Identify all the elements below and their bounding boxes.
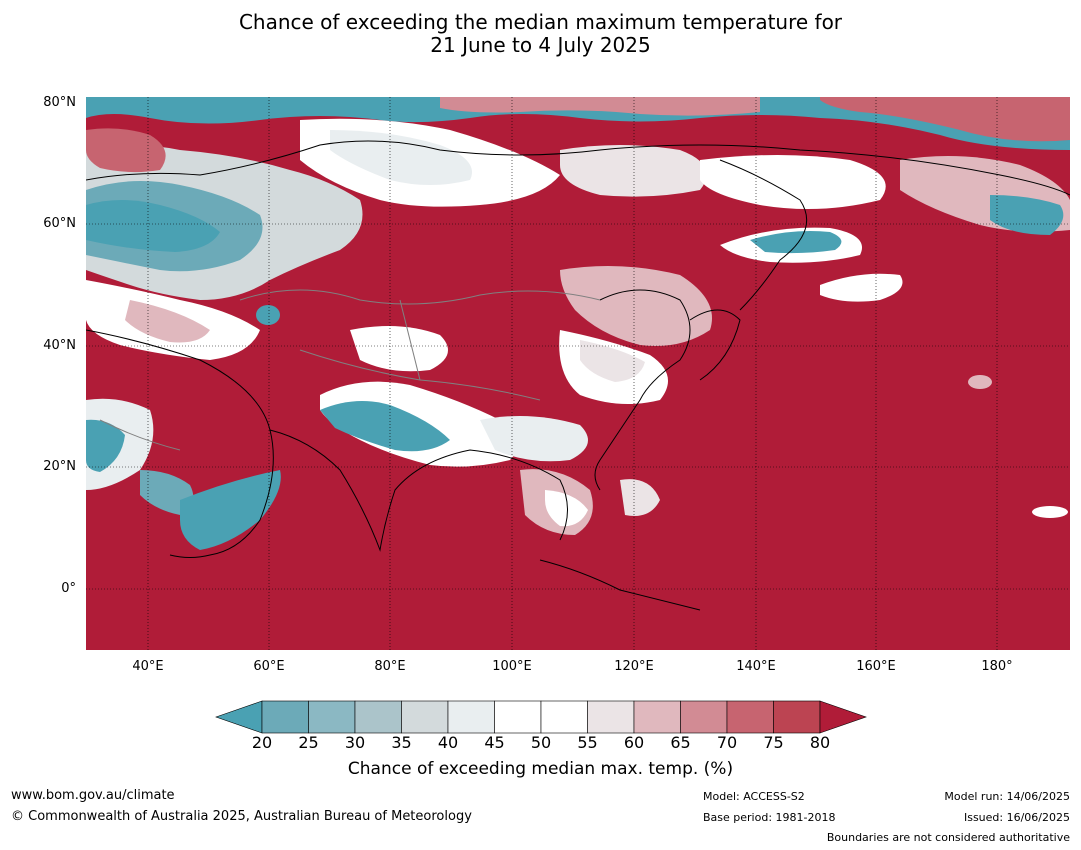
colorbar-cell — [447, 700, 495, 734]
colorbar-tick-label: 45 — [484, 733, 505, 752]
colorbar-tick-label: 20 — [251, 733, 273, 752]
colorbar-tick-label: 40 — [437, 733, 459, 752]
coastlines — [86, 140, 1070, 611]
colorbar-cell — [633, 700, 681, 734]
lon-label-100e: 100°E — [492, 659, 532, 674]
colorbar-title: Chance of exceeding median max. temp. (%… — [347, 759, 734, 779]
colorbar-cell — [261, 700, 309, 734]
colorbar-tick-label: 65 — [670, 733, 691, 752]
map-field — [86, 97, 1070, 650]
colorbar-tick-label: 80 — [809, 733, 831, 752]
lat-label-80n: 80°N — [43, 95, 76, 110]
map-title-line2: 21 June to 4 July 2025 — [430, 33, 651, 57]
model-name: Model: ACCESS-S2 — [703, 790, 805, 803]
okhotsk-low — [750, 231, 842, 254]
colorbar-tick-label: 70 — [716, 733, 738, 752]
colorbar-tick-label: 60 — [623, 733, 645, 752]
issued-date: Issued: 16/06/2025 — [963, 811, 1070, 824]
lon-label-40e: 40°E — [132, 659, 164, 674]
lon-label-120e: 120°E — [614, 659, 654, 674]
colorbar-low-extend — [215, 700, 263, 734]
colorbar-tick-label: 25 — [298, 733, 319, 752]
colorbar-tick-label: 55 — [577, 733, 598, 752]
lat-label-40n: 40°N — [43, 338, 76, 353]
boundary-disclaimer: Boundaries are not considered authoritat… — [826, 831, 1070, 844]
colorbar-cell — [401, 700, 449, 734]
borders — [99, 289, 601, 451]
colorbar-cell — [540, 700, 588, 734]
colorbar-cell — [773, 700, 821, 734]
lon-label-80e: 80°E — [374, 659, 406, 674]
lat-label-0: 0° — [61, 581, 76, 596]
colorbar-cell — [308, 700, 356, 734]
arctic-low-band — [86, 97, 1070, 150]
lon-label-160e: 160°E — [856, 659, 896, 674]
colorbar-tick-label: 75 — [763, 733, 784, 752]
graticule — [86, 97, 1070, 650]
colorbar-high-extend — [819, 700, 867, 734]
colorbar-cell — [494, 700, 542, 734]
colorbar-cell — [587, 700, 635, 734]
colorbar-tick-label: 30 — [344, 733, 366, 752]
colorbar-cell — [354, 700, 402, 734]
lon-label-180: 180° — [981, 659, 1013, 674]
lon-label-140e: 140°E — [736, 659, 776, 674]
arabian-sea-low — [180, 470, 281, 550]
model-run-date: Model run: 14/06/2025 — [944, 790, 1070, 803]
himalaya-low — [320, 401, 450, 452]
colorbar-cell — [726, 700, 774, 734]
colorbar — [215, 700, 867, 734]
map-title-line1: Chance of exceeding the median maximum t… — [238, 10, 843, 34]
lat-label-20n: 20°N — [43, 459, 76, 474]
lon-label-60e: 60°E — [253, 659, 285, 674]
base-period: Base period: 1981-2018 — [703, 811, 836, 824]
colorbar-tick-label: 50 — [530, 733, 552, 752]
caspian-low — [256, 305, 280, 325]
copyright-text: © Commonwealth of Australia 2025, Austra… — [11, 809, 472, 824]
colorbar-tick-label: 35 — [391, 733, 412, 752]
website-link[interactable]: www.bom.gov.au/climate — [11, 788, 175, 803]
lat-label-60n: 60°N — [43, 216, 76, 231]
colorbar-cell — [680, 700, 728, 734]
